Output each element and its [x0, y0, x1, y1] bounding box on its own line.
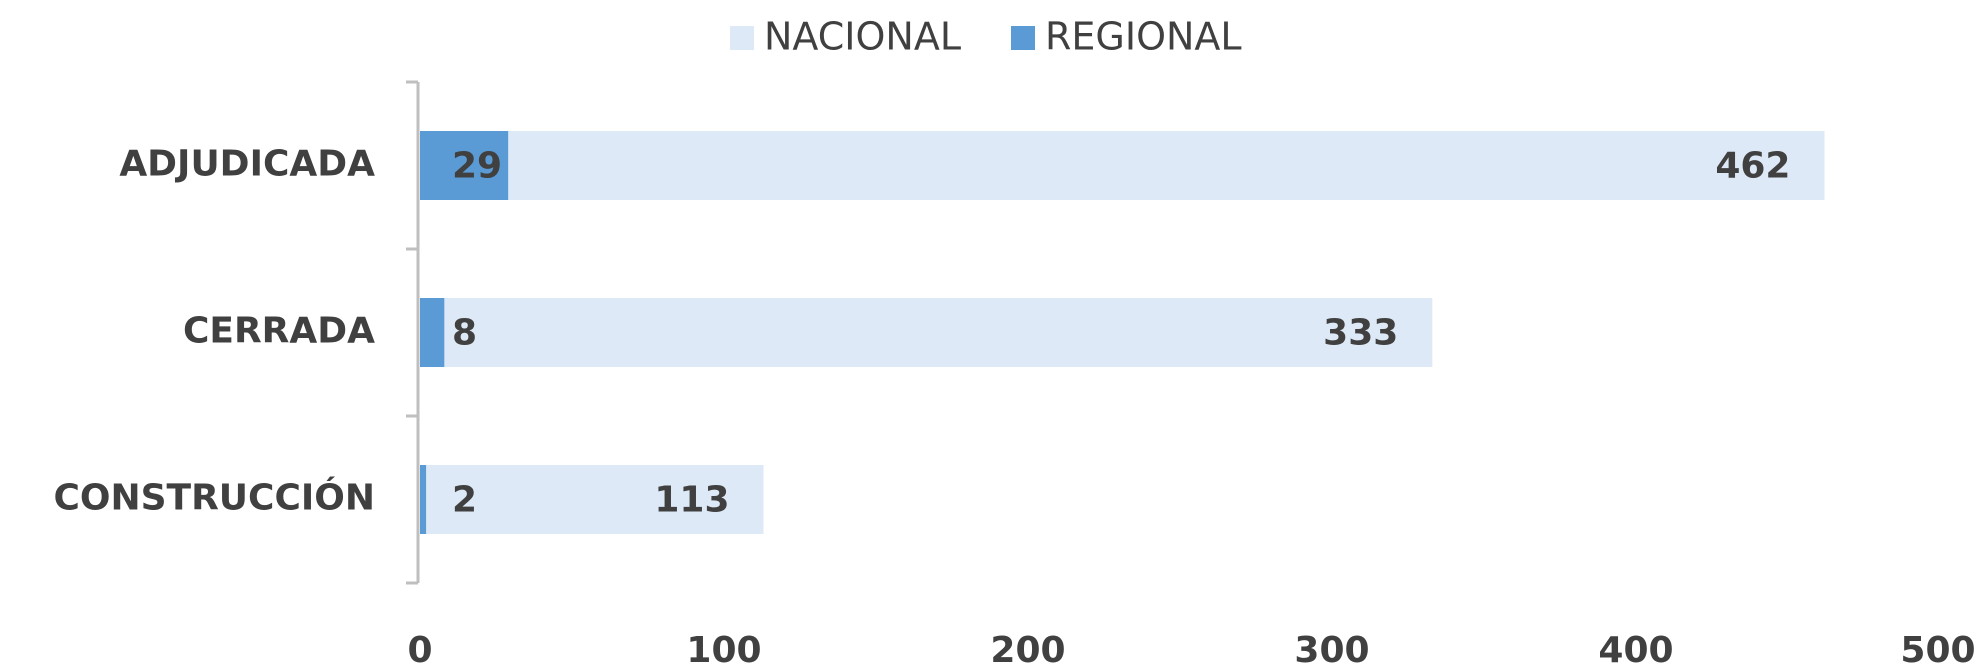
- x-tick-label: 500: [1900, 630, 1975, 669]
- x-tick-label: 400: [1598, 630, 1673, 669]
- bar: [420, 298, 445, 367]
- y-tick-label: ADJUDICADA: [119, 144, 375, 185]
- x-tick-label: 200: [990, 630, 1065, 669]
- data-label: 29: [452, 146, 502, 187]
- x-tick-label: 300: [1294, 630, 1369, 669]
- bar: [420, 465, 764, 534]
- data-label: 462: [1715, 146, 1790, 187]
- bar: [420, 298, 1433, 367]
- y-tick-label: CERRADA: [183, 311, 375, 352]
- x-tick-label: 100: [686, 630, 761, 669]
- bar: [420, 465, 427, 534]
- y-tick-label: CONSTRUCCIÓN: [53, 477, 375, 519]
- bar: [420, 131, 509, 200]
- data-label: 113: [654, 480, 729, 521]
- data-label: 333: [1323, 313, 1398, 354]
- legend-label: REGIONAL: [1045, 15, 1242, 59]
- data-label: 8: [452, 313, 477, 354]
- legend-label: NACIONAL: [764, 15, 961, 59]
- bar: [420, 131, 1825, 200]
- x-tick-label: 0: [407, 630, 432, 669]
- legend-swatch: [1011, 26, 1035, 50]
- data-label: 2: [452, 480, 477, 521]
- legend-swatch: [730, 26, 754, 50]
